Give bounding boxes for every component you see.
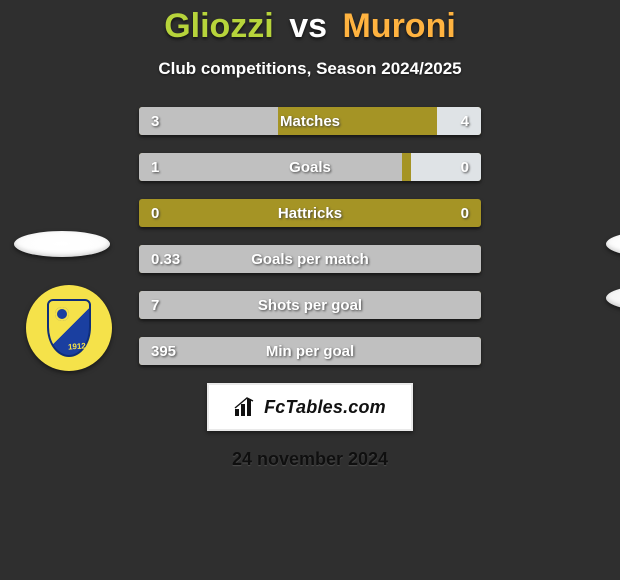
stat-label: Min per goal (139, 337, 481, 365)
stat-label: Goals (139, 153, 481, 181)
source-badge[interactable]: FcTables.com (207, 383, 413, 431)
stat-row: 395Min per goal (139, 337, 481, 365)
footer-date: 24 november 2024 (0, 449, 620, 470)
player1-photo-placeholder (14, 231, 110, 257)
stat-row: 0Hattricks0 (139, 199, 481, 227)
page-title: Gliozzi vs Muroni (0, 8, 620, 45)
source-label: FcTables.com (264, 397, 386, 418)
stat-right-value: 0 (461, 153, 469, 181)
stat-label: Hattricks (139, 199, 481, 227)
player1-avatar-area (14, 107, 100, 193)
stat-row: 7Shots per goal (139, 291, 481, 319)
stat-bars: 3Matches41Goals00Hattricks00.33Goals per… (139, 107, 481, 365)
player2-club-placeholder (606, 285, 620, 311)
stat-right-value: 0 (461, 199, 469, 227)
stat-row: 1Goals0 (139, 153, 481, 181)
stat-row: 3Matches4 (139, 107, 481, 135)
player2-name: Muroni (342, 7, 455, 45)
stat-label: Shots per goal (139, 291, 481, 319)
player1-club-badge (26, 285, 112, 371)
comparison-card: Gliozzi vs Muroni Club competitions, Sea… (0, 0, 620, 580)
player1-name: Gliozzi (164, 7, 274, 45)
stat-right-value: 4 (461, 107, 469, 135)
modena-shield-icon (47, 299, 91, 357)
stat-label: Goals per match (139, 245, 481, 273)
stat-row: 0.33Goals per match (139, 245, 481, 273)
vs-text: vs (289, 7, 327, 45)
bars-icon (234, 397, 256, 417)
player2-photo-placeholder (606, 231, 620, 257)
subtitle: Club competitions, Season 2024/2025 (0, 59, 620, 79)
stat-label: Matches (139, 107, 481, 135)
